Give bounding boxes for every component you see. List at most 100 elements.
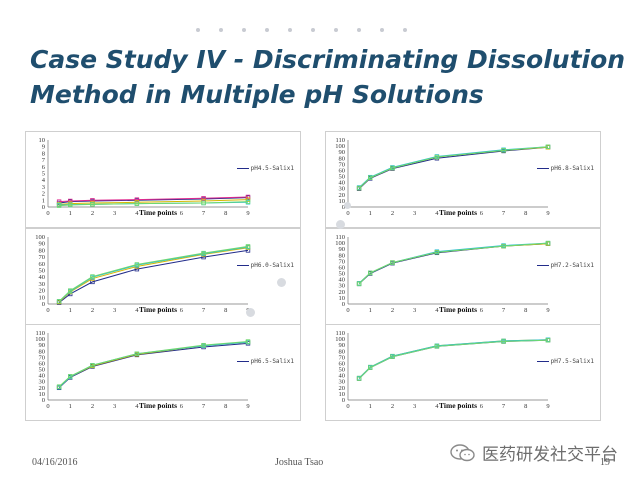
y-tick-label: 30 [339, 379, 346, 386]
decorative-dots [196, 28, 407, 32]
data-point [68, 202, 73, 208]
y-tick-label: 90 [39, 241, 46, 248]
y-tick-label: 80 [339, 155, 346, 162]
data-point [56, 384, 62, 389]
data-point [201, 342, 206, 348]
slide-page-number: 19 [600, 457, 610, 468]
x-tick-label: 3 [113, 403, 116, 410]
y-tick-label: 30 [339, 186, 346, 193]
chart-legend: pH7.5-Salix1 [536, 357, 594, 366]
x-tick-label: 8 [224, 403, 227, 410]
y-tick-label: 50 [39, 268, 46, 275]
x-tick-label: 5 [457, 403, 460, 410]
data-point [356, 281, 362, 287]
data-point [201, 250, 206, 256]
data-point [501, 243, 506, 249]
x-tick-label: 9 [546, 210, 549, 217]
y-tick-label: 110 [335, 137, 345, 144]
x-tick-label: 3 [113, 210, 116, 217]
data-point [90, 202, 95, 207]
series-line [58, 341, 249, 388]
x-tick-label: 1 [69, 210, 72, 217]
chart-legend: pH4.5-Salix1 [236, 164, 294, 173]
decorative-dot [246, 308, 255, 317]
series-line [358, 146, 549, 190]
x-tick-label: 5 [157, 210, 160, 217]
x-tick-label: 2 [391, 307, 394, 314]
series-line [58, 341, 249, 388]
y-tick-label: 70 [339, 354, 346, 361]
data-point [368, 365, 373, 370]
y-tick-label: 80 [39, 247, 46, 254]
y-tick-label: 70 [339, 161, 346, 168]
data-point [134, 266, 140, 272]
data-point [390, 260, 395, 265]
legend-label: pH7.2-Salix1 [550, 262, 594, 269]
x-tick-label: 5 [457, 210, 460, 217]
chart-svg: 01020304050607080901000123456789Time poi… [35, 234, 251, 314]
x-tick-label: 6 [480, 403, 484, 410]
data-point [390, 354, 395, 359]
y-tick-label: 70 [339, 258, 346, 265]
decorative-dot [344, 202, 351, 209]
x-tick-label: 1 [69, 307, 72, 314]
watermark: 医药研发社交平台 [450, 440, 618, 465]
y-tick-label: 90 [339, 246, 346, 253]
y-tick-label: 90 [339, 149, 346, 156]
y-tick-label: 100 [335, 143, 345, 150]
y-tick-label: 80 [339, 252, 346, 259]
x-tick-label: 5 [457, 307, 460, 314]
data-point [134, 351, 140, 356]
y-tick-label: 6 [42, 164, 46, 171]
data-point [434, 154, 440, 160]
x-tick-label: 8 [524, 210, 527, 217]
slide-author: Joshua Tsao [275, 457, 324, 468]
series-line [358, 146, 549, 188]
data-point [545, 144, 551, 149]
x-tick-label: 4 [435, 210, 439, 217]
data-point [356, 185, 362, 191]
y-tick-label: 9 [42, 144, 45, 151]
x-tick-label: 9 [246, 210, 249, 217]
y-tick-label: 110 [335, 330, 345, 337]
y-tick-label: 70 [39, 354, 46, 361]
legend-label: pH4.5-Salix1 [250, 165, 294, 172]
x-tick-label: 6 [180, 210, 184, 217]
x-tick-label: 8 [524, 307, 527, 314]
x-tick-label: 4 [435, 403, 439, 410]
x-tick-label: 2 [391, 210, 394, 217]
y-tick-label: 10 [39, 294, 46, 301]
chart-panel-ph60: 01020304050607080901000123456789Time poi… [25, 228, 301, 325]
series-line [358, 242, 549, 284]
y-tick-label: 50 [339, 271, 346, 278]
data-point [56, 299, 62, 304]
y-tick-label: 70 [39, 254, 46, 261]
x-tick-label: 0 [346, 307, 349, 314]
chart-panel-ph65: 0 10 20 30 40 50 60 70 80 90 100 110 0 1 2 3 4 5 6 7 8 9 Time … [25, 324, 301, 421]
x-tick-label: 2 [91, 307, 94, 314]
decorative-dot [336, 220, 345, 229]
y-tick-label: 10 [39, 391, 46, 398]
y-tick-label: 40 [339, 373, 346, 380]
y-tick-label: 5 [42, 171, 45, 178]
y-tick-label: 60 [339, 264, 346, 271]
data-point [501, 148, 506, 153]
x-tick-label: 6 [480, 210, 484, 217]
y-tick-label: 110 [335, 234, 345, 241]
y-tick-label: 60 [39, 261, 46, 268]
slide-title: Case Study IV - Discriminating Dissoluti… [30, 45, 626, 109]
chart-panel-ph68: 0 10 20 30 40 50 60 70 80 90 100 110 0 1 2 3 4 5 6 7 8 9 Time … [325, 131, 601, 228]
data-point [545, 240, 551, 246]
y-tick-label: 0 [42, 204, 45, 211]
x-tick-label: 2 [391, 403, 394, 410]
y-tick-label: 30 [39, 281, 46, 288]
wechat-icon [450, 443, 475, 461]
chart-legend: pH6.8-Salix1 [536, 164, 594, 173]
data-point [56, 203, 62, 208]
y-tick-label: 10 [339, 391, 346, 398]
chart-legend: pH6.5-Salix1 [236, 357, 294, 366]
